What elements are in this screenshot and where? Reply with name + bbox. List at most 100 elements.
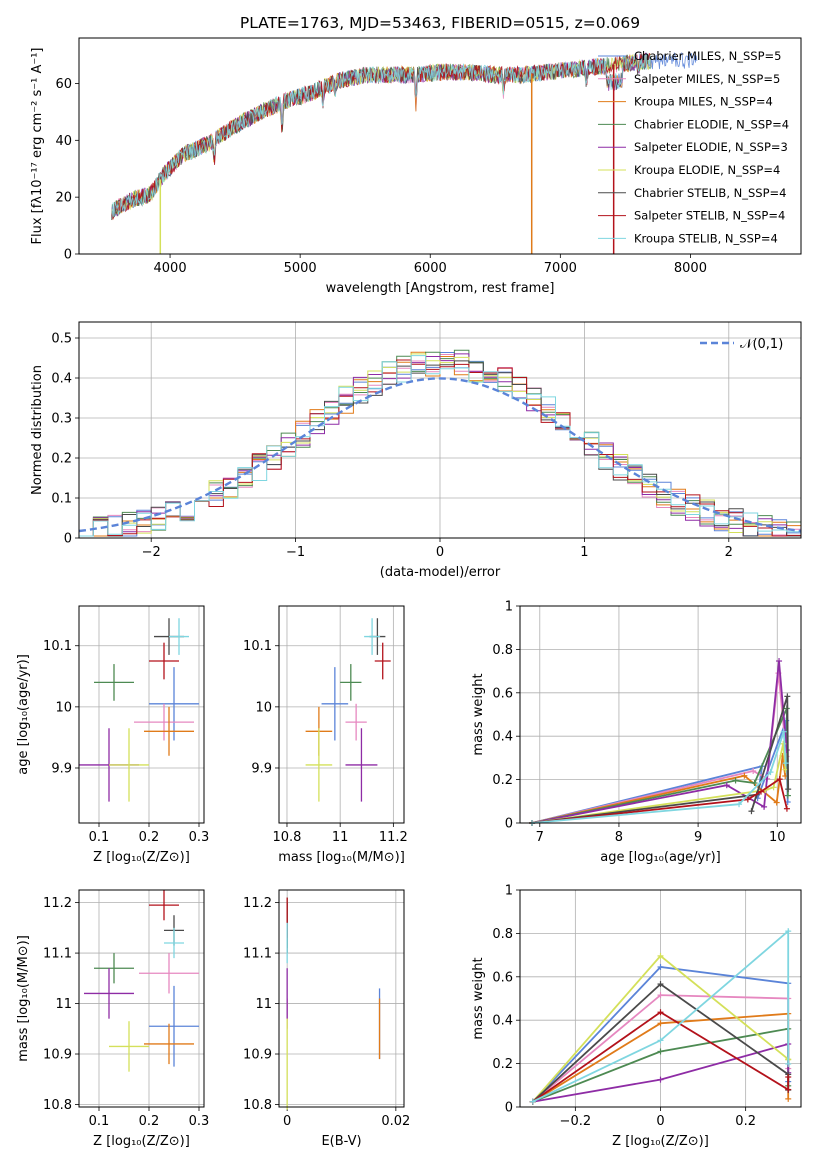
mass-vs-extinction-panel: 0 0.02 10.8 10.9 11 11.1 11.2 E(B-V) xyxy=(243,889,410,1149)
y-axis-label: Normed distribution xyxy=(30,365,45,495)
y-tick-label: 0.4 xyxy=(492,1014,513,1029)
axes-frame xyxy=(78,605,205,824)
y-tick-label: 0.4 xyxy=(492,730,513,745)
legend-label: Chabrier ELODIE, N_SSP=4 xyxy=(634,117,789,131)
figure-title: PLATE=1763, MJD=53463, FIBERID=0515, z=0… xyxy=(240,14,640,32)
legend-label: Chabrier STELIB, N_SSP=4 xyxy=(634,186,786,200)
axes-frame xyxy=(78,321,802,539)
x-tick-label: −0.2 xyxy=(560,1114,592,1129)
x-tick-label: 0 xyxy=(283,1114,291,1129)
y-tick-label: 11.1 xyxy=(43,947,72,962)
x-tick-label: 6000 xyxy=(414,261,447,276)
x-tick-label: 0.3 xyxy=(189,830,210,845)
x-tick-label: −2 xyxy=(142,545,161,560)
y-tick-label: 10.8 xyxy=(243,1098,272,1113)
y-tick-label: 0.1 xyxy=(51,492,72,507)
y-tick-label: 0.6 xyxy=(492,686,513,701)
spectrum-line-series-9 xyxy=(111,52,652,220)
x-tick-label: 0.3 xyxy=(189,1114,210,1129)
legend-label: Salpeter MILES, N_SSP=5 xyxy=(634,72,780,86)
x-tick-label: 10.8 xyxy=(273,830,302,845)
x-tick-label: 4000 xyxy=(154,261,187,276)
y-tick-label: 11.1 xyxy=(243,947,272,962)
y-tick-label: 10.1 xyxy=(243,639,272,654)
x-axis-label: age [log₁₀(age/yr)] xyxy=(600,850,721,865)
y-axis-label: Flux [fλ10⁻¹⁷ erg cm⁻² s⁻¹ A⁻¹] xyxy=(30,48,45,245)
y-tick-label: 10 xyxy=(255,700,272,715)
x-tick-label: 1 xyxy=(580,545,588,560)
y-tick-label: 0.5 xyxy=(51,332,72,347)
histogram-series-9 xyxy=(79,355,801,537)
y-tick-label: 10.9 xyxy=(43,1048,72,1063)
legend-label: Salpeter ELODIE, N_SSP=3 xyxy=(634,140,788,154)
y-tick-label: 10 xyxy=(55,700,72,715)
x-tick-label: 0.1 xyxy=(89,1114,110,1129)
x-axis-label: wavelength [Angstrom, rest frame] xyxy=(326,281,555,296)
x-tick-label: 2 xyxy=(725,545,733,560)
legend-label: Kroupa STELIB, N_SSP=4 xyxy=(634,231,778,245)
x-axis-label: Z [log₁₀(Z/Z⊙)] xyxy=(612,1134,709,1149)
x-tick-label: 11 xyxy=(332,830,349,845)
y-tick-label: 0.2 xyxy=(492,1057,513,1072)
x-tick-label: 7000 xyxy=(544,261,577,276)
axes-frame xyxy=(278,605,405,824)
x-tick-label: 8 xyxy=(615,830,623,845)
mass-vs-metallicity-panel: 0.1 0.2 0.3 10.8 10.9 11 11.1 11.2 Z [log₁₀(Z/Z⊙… xyxy=(16,889,210,1149)
y-tick-label: 9.9 xyxy=(251,761,272,776)
x-tick-label: 0.1 xyxy=(89,830,110,845)
axes-frame xyxy=(78,889,205,1108)
x-axis-label: (data-model)/error xyxy=(380,565,501,580)
y-tick-label: 10.9 xyxy=(243,1048,272,1063)
y-tick-label: 0.4 xyxy=(51,372,72,387)
axes-frame xyxy=(278,889,405,1108)
x-tick-label: 0 xyxy=(656,1114,664,1129)
y-axis-label: mass weight xyxy=(471,673,486,755)
age-vs-mass-panel: 10.8 11 11.2 9.9 10 10.1 mass [log₁₀(M/M⊙)] xyxy=(243,605,408,865)
weight-line-series-8 xyxy=(532,1011,790,1103)
y-tick-label: 0 xyxy=(64,532,72,547)
weight-line-series-9 xyxy=(532,929,790,1103)
y-tick-label: 0.3 xyxy=(51,412,72,427)
x-tick-label: 7 xyxy=(536,830,544,845)
legend-label: Salpeter STELIB, N_SSP=4 xyxy=(634,209,785,223)
x-tick-label: 0.2 xyxy=(139,830,160,845)
y-tick-label: 40 xyxy=(55,134,72,149)
y-tick-label: 0 xyxy=(64,248,72,263)
x-tick-label: 8000 xyxy=(674,261,707,276)
y-tick-label: 0.8 xyxy=(492,927,513,942)
x-tick-label: 11.2 xyxy=(379,830,408,845)
y-tick-label: 11 xyxy=(255,997,272,1012)
y-tick-label: 1 xyxy=(505,884,513,899)
residual-histogram-panel: −2 −1 0 1 2 0 0.1 0.2 0.3 0.4 0.5 (data-model)/erro… xyxy=(30,321,802,580)
y-axis-label: mass [log₁₀(M/M⊙)] xyxy=(16,935,31,1062)
normal-reference-curve xyxy=(78,377,802,533)
x-tick-label: −1 xyxy=(286,545,305,560)
y-axis-label: mass weight xyxy=(471,957,486,1039)
y-tick-label: 9.9 xyxy=(51,761,72,776)
y-tick-label: 60 xyxy=(55,77,72,92)
y-tick-label: 11.2 xyxy=(43,896,72,911)
axes-frame xyxy=(519,889,802,1108)
x-tick-label: 10 xyxy=(769,830,786,845)
x-axis-label: E(B-V) xyxy=(321,1134,361,1149)
y-tick-label: 0 xyxy=(505,817,513,832)
legend-label: Chabrier MILES, N_SSP=5 xyxy=(634,49,781,63)
x-tick-label: 5000 xyxy=(284,261,317,276)
age-vs-metallicity-panel: 0.1 0.2 0.3 9.9 10 10.1 Z [log₁₀(Z/Z⊙)] age [lo… xyxy=(16,605,210,865)
y-tick-label: 0.2 xyxy=(51,452,72,467)
x-axis-label: mass [log₁₀(M/M⊙)] xyxy=(278,850,405,865)
weight-vs-metallicity-panel: −0.2 0 0.2 0 0.2 0.4 0.6 0.8 1 Z [log₁₀(Z/Z⊙)] mas… xyxy=(471,884,802,1149)
legend-label: Kroupa MILES, N_SSP=4 xyxy=(634,95,773,109)
x-tick-label: 9 xyxy=(694,830,702,845)
y-tick-label: 11.2 xyxy=(243,896,272,911)
y-tick-label: 0.2 xyxy=(492,773,513,788)
y-axis-label: age [log₁₀(age/yr)] xyxy=(16,654,31,775)
spectrum-panel: 4000 5000 6000 7000 8000 0 20 40 60 wavelength [A… xyxy=(30,37,802,296)
weight-vs-age-panel: 7 8 9 10 0 0.2 0.4 0.6 0.8 1 age [log₁₀(age/yr)] ma… xyxy=(471,600,802,865)
y-tick-label: 0.6 xyxy=(492,970,513,985)
y-tick-label: 10.8 xyxy=(43,1098,72,1113)
y-tick-label: 20 xyxy=(55,191,72,206)
axes-frame xyxy=(78,37,802,255)
axes-frame xyxy=(519,605,802,824)
